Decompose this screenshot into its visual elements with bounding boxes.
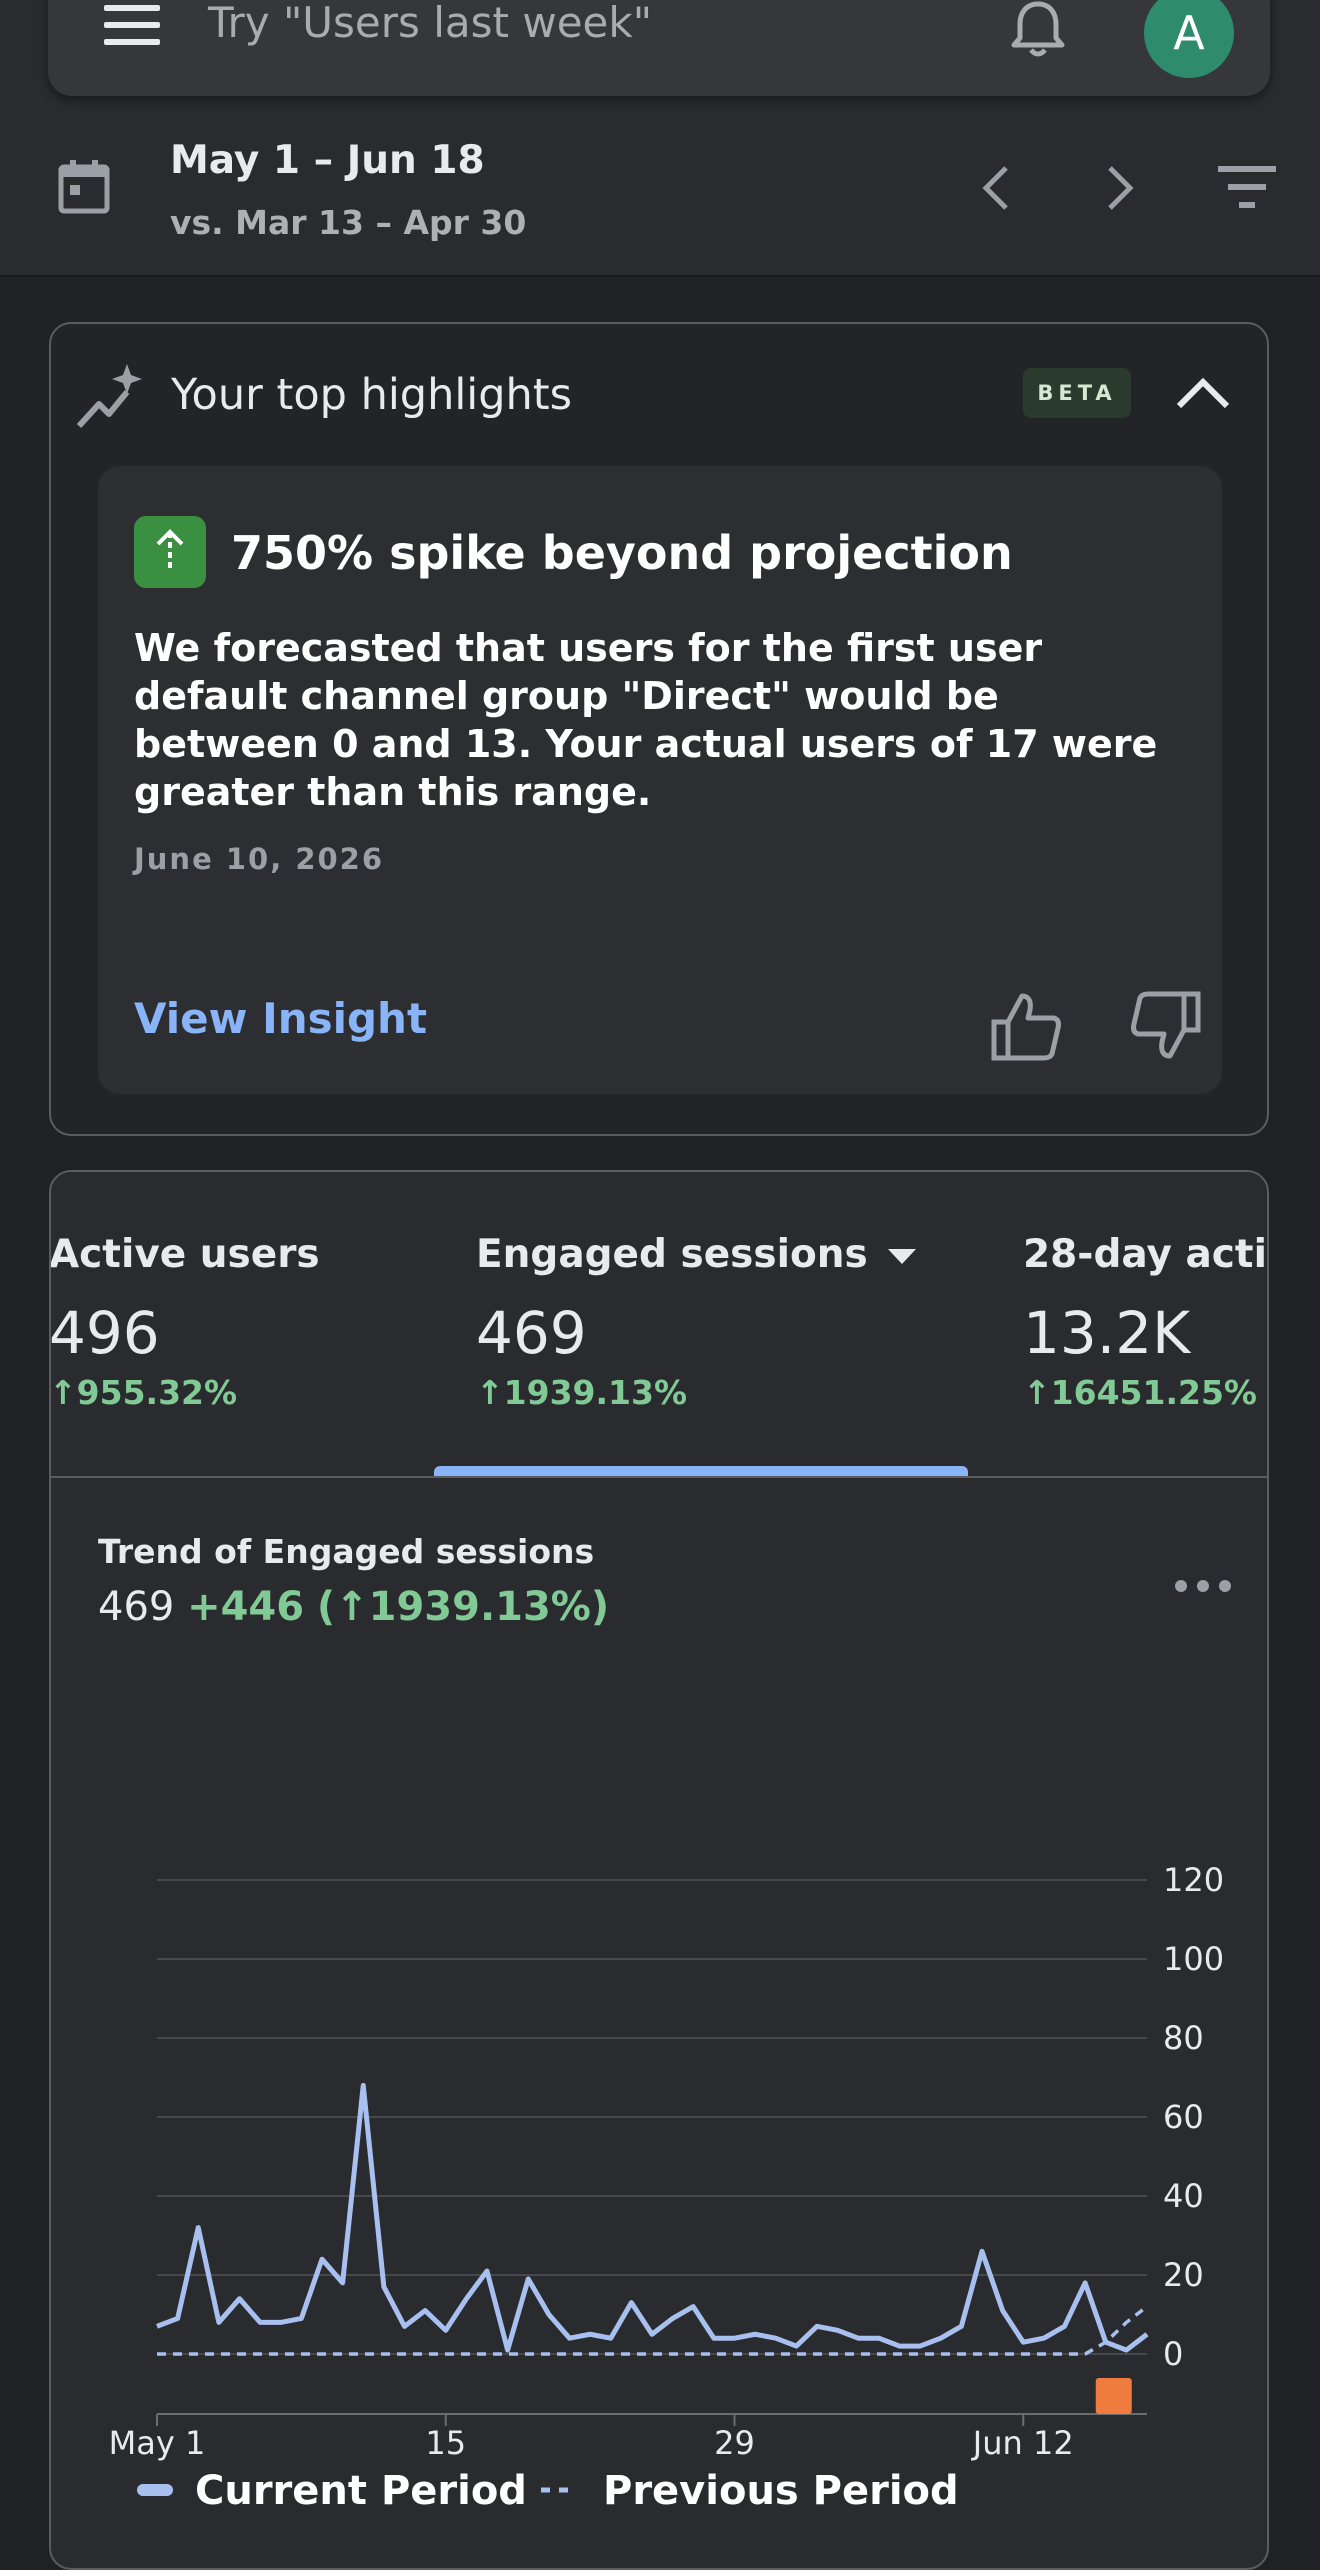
arrow-up-icon: ↑ <box>476 1373 504 1412</box>
highlights-title: Your top highlights <box>171 370 573 420</box>
trend-summary: 469 +446 (↑1939.13%) <box>98 1584 609 1630</box>
metric-label: Active users <box>49 1232 320 1277</box>
metric-label: Engaged sessions <box>476 1232 868 1277</box>
arrow-up-icon: ↑ <box>335 1584 369 1630</box>
trend-change: +446 <box>187 1584 305 1630</box>
x-tick-label: Jun 12 <box>971 2424 1074 2462</box>
filter-icon[interactable] <box>1218 166 1276 208</box>
metric-delta: ↑955.32% <box>49 1373 238 1412</box>
trend-value: 469 <box>98 1584 175 1630</box>
top-highlights-card: Your top highlights BETA 750% spike beyo… <box>49 322 1269 1136</box>
insights-sparkle-icon <box>76 364 142 429</box>
date-range-current[interactable]: May 1 – Jun 18 <box>170 138 485 183</box>
insight-date: June 10, 2026 <box>134 842 385 876</box>
legend-label-current-period: Current Period <box>195 2468 527 2514</box>
metric-tab-engaged-sessions[interactable]: Engaged sessions 469 ↑1939.13% <box>476 1232 916 1412</box>
notifications-bell-icon[interactable] <box>1008 0 1068 60</box>
legend-label-previous-period: Previous Period <box>603 2468 959 2514</box>
arrow-up-icon: ↑ <box>1023 1373 1051 1412</box>
y-tick-label: 100 <box>1163 1940 1224 1978</box>
metric-value: 13.2K <box>1023 1299 1191 1367</box>
insight-title: 750% spike beyond projection <box>231 526 1013 580</box>
metric-delta: ↑1939.13% <box>476 1373 688 1412</box>
trend-change-pct: (↑1939.13%) <box>316 1584 610 1630</box>
metric-tab-28-day-active-users[interactable]: 28-day active users 13.2K ↑16451.25% <box>1023 1232 1267 1412</box>
legend-swatch-current-period <box>137 2484 173 2496</box>
collapse-chevron-up-icon[interactable] <box>1173 372 1233 412</box>
arrow-up-icon <box>156 529 184 570</box>
metric-delta: ↑16451.25% <box>1023 1373 1257 1412</box>
view-insight-link[interactable]: View Insight <box>134 994 428 1043</box>
metrics-card: Active users 496 ↑955.32% Engaged sessio… <box>49 1170 1269 2570</box>
insight-card[interactable]: 750% spike beyond projection We forecast… <box>98 466 1222 1094</box>
avatar[interactable]: A <box>1144 0 1234 78</box>
thumbs-up-icon[interactable] <box>988 988 1064 1064</box>
menu-icon[interactable] <box>104 5 162 45</box>
y-tick-label: 80 <box>1163 2019 1204 2057</box>
trend-up-badge <box>134 516 206 588</box>
tab-divider <box>51 1476 1267 1478</box>
x-tick-label: 29 <box>714 2424 755 2462</box>
y-tick-label: 40 <box>1163 2177 1204 2215</box>
y-tick-label: 20 <box>1163 2256 1204 2294</box>
metric-value: 496 <box>49 1299 160 1367</box>
y-tick-label: 60 <box>1163 2098 1204 2136</box>
search-placeholder[interactable]: Try "Users last week" <box>208 0 653 47</box>
thumbs-down-icon[interactable] <box>1128 988 1204 1064</box>
x-tick-label: May 1 <box>109 2424 206 2462</box>
search-bar[interactable]: Try "Users last week" A <box>48 0 1270 96</box>
dropdown-caret-icon[interactable] <box>887 1249 916 1264</box>
metric-label: 28-day active users <box>1023 1232 1267 1277</box>
series-line-current-period <box>156 2082 1149 2353</box>
selected-tab-indicator <box>434 1466 968 1476</box>
series-line-previous-period <box>157 2305 1149 2356</box>
insight-description: We forecasted that users for the first u… <box>134 626 1158 814</box>
top-app-bar: Try "Users last week" A May 1 – Jun 18 v… <box>0 0 1320 277</box>
more-options-icon[interactable] <box>1173 1574 1233 1598</box>
metric-tab-active-users[interactable]: Active users 496 ↑955.32% <box>49 1232 320 1412</box>
x-tick-label: 15 <box>425 2424 466 2462</box>
y-tick-label: 0 <box>1163 2335 1183 2373</box>
arrow-up-icon: ↑ <box>49 1373 77 1412</box>
anomaly-marker <box>1095 2378 1132 2414</box>
beta-badge: BETA <box>1023 368 1131 418</box>
y-tick-label: 120 <box>1163 1861 1224 1899</box>
trend-title: Trend of Engaged sessions <box>98 1532 595 1571</box>
date-range-comparison[interactable]: vs. Mar 13 – Apr 30 <box>170 203 527 242</box>
previous-period-chevron-icon[interactable] <box>968 160 1028 216</box>
calendar-icon[interactable] <box>58 158 110 214</box>
engaged-sessions-line-chart: 0 20 40 60 80 100 120 May 1 15 29 Jun 12 Current Pe… <box>109 1861 1224 2514</box>
metric-value: 469 <box>476 1299 587 1367</box>
next-period-chevron-icon[interactable] <box>1088 160 1148 216</box>
